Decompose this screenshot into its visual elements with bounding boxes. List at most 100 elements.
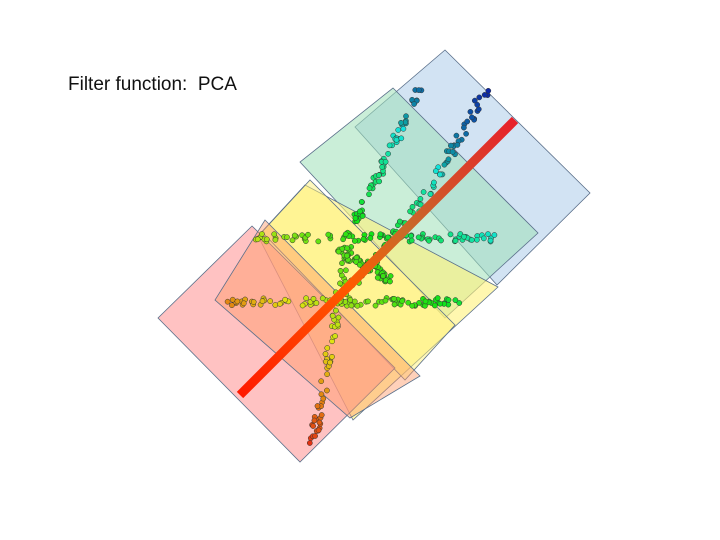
point [329,312,336,319]
pca-axis [236,116,519,399]
point [438,237,444,244]
point [480,235,487,242]
point [454,142,461,148]
point [391,301,398,308]
point [485,87,492,94]
point [467,108,474,115]
point [417,196,424,202]
point [337,280,343,287]
point [408,237,415,244]
point [289,237,296,244]
point [277,301,283,307]
point [409,203,416,210]
point [254,236,261,243]
point [312,433,318,439]
point [360,236,367,242]
point [344,252,350,259]
point [324,371,330,378]
point [431,302,438,309]
point [310,423,316,429]
point [356,261,363,268]
point [339,260,345,267]
point [351,298,358,305]
point [403,113,409,120]
point [405,299,412,306]
point [377,231,384,238]
point [299,302,306,309]
point [445,156,452,163]
point [396,218,403,225]
point [311,417,318,424]
point [468,237,475,243]
point [358,199,365,205]
point [461,124,467,131]
point [379,164,385,170]
point [452,297,459,303]
point [476,94,483,101]
point [291,232,298,239]
point [327,359,333,366]
point [329,353,335,360]
point [313,300,320,306]
point [491,232,498,238]
point [437,171,443,178]
point [310,295,317,302]
point [284,234,290,241]
point [447,231,454,238]
point [234,298,241,305]
point [485,231,491,237]
point [318,412,325,418]
point [271,231,278,238]
point [382,158,389,165]
point [229,302,235,309]
point [250,299,257,305]
point [380,273,386,279]
point [376,178,383,185]
point [481,92,488,98]
point [315,427,322,434]
point [376,172,382,179]
point [365,298,371,305]
point [325,231,332,238]
point [263,236,270,243]
point [272,236,279,243]
point [343,267,349,274]
point [432,168,439,174]
point [340,236,346,243]
point [411,101,417,107]
point [474,101,481,108]
point [322,351,329,357]
point [240,300,247,307]
point [324,345,331,351]
point [366,185,373,192]
point [441,161,448,168]
point [337,267,344,274]
point [416,300,422,306]
point [318,378,325,385]
point [398,119,404,126]
cover-red [157,225,396,463]
point [452,237,459,244]
point [463,130,469,137]
point [229,296,236,303]
point [400,125,407,132]
point [453,132,460,139]
point [448,142,454,149]
point [469,114,475,121]
point [415,87,422,93]
point [426,237,432,244]
point [367,235,374,241]
point [352,215,359,221]
point [359,213,366,219]
point [374,274,381,281]
point [420,189,427,195]
point [422,298,429,305]
point [335,248,342,255]
point [324,387,330,394]
point [449,149,456,155]
point [259,231,265,237]
point [445,297,452,303]
point [427,191,434,197]
point [332,333,338,339]
